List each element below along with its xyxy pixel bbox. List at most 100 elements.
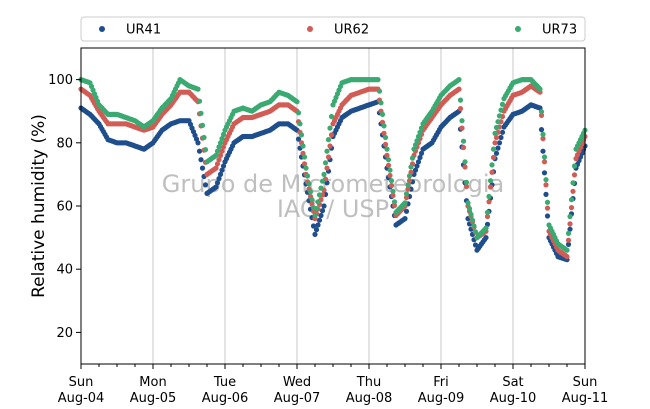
data-point: [319, 208, 326, 214]
data-point: [570, 188, 576, 194]
data-point: [543, 177, 549, 183]
data-point: [328, 113, 335, 120]
data-point: [456, 86, 462, 92]
legend-marker: [99, 26, 105, 32]
data-point: [216, 144, 222, 150]
data-point: [201, 134, 207, 141]
data-point: [406, 173, 413, 179]
x-tick-label-day: Thu: [356, 375, 381, 390]
data-point: [318, 185, 324, 191]
data-point: [220, 131, 227, 137]
data-point: [403, 195, 410, 201]
data-point: [492, 130, 498, 136]
data-point: [213, 184, 219, 190]
data-point: [198, 110, 204, 116]
data-point: [391, 202, 398, 209]
series-UR73: [78, 77, 588, 253]
data-point: [297, 121, 303, 127]
data-point: [463, 179, 470, 185]
data-point: [195, 86, 201, 92]
data-point: [493, 134, 500, 141]
data-point: [492, 140, 498, 146]
x-tick-label-day: Sun: [69, 375, 94, 390]
data-point: [540, 136, 546, 142]
data-point: [537, 86, 543, 92]
y-axis: 20 40 60 80 100: [48, 73, 81, 341]
data-point: [217, 140, 224, 146]
data-point: [385, 157, 392, 163]
data-point: [466, 206, 473, 212]
y-axis-label: Relative humidity (%): [29, 114, 49, 298]
data-point: [414, 138, 420, 144]
data-point: [457, 106, 464, 112]
data-point: [310, 223, 317, 229]
data-point: [538, 112, 545, 118]
x-tick-label-day: Wed: [283, 375, 311, 390]
data-point: [379, 111, 386, 117]
data-point: [213, 152, 219, 158]
data-point: [325, 137, 332, 143]
data-point: [460, 144, 467, 151]
data-point: [381, 130, 387, 136]
data-point: [391, 199, 398, 205]
data-point: [319, 178, 326, 184]
data-point: [490, 146, 497, 152]
data-point: [390, 188, 396, 194]
x-tick-label-day: Mon: [139, 375, 166, 390]
x-tick-label-date: Aug-05: [130, 391, 177, 406]
legend-marker: [307, 26, 313, 32]
data-point: [382, 141, 389, 147]
data-point: [328, 132, 335, 138]
data-point: [483, 235, 489, 241]
data-point: [315, 222, 321, 228]
data-point: [493, 124, 500, 131]
data-point: [195, 140, 201, 146]
data-point: [463, 183, 470, 190]
data-point: [381, 123, 387, 129]
data-point: [487, 178, 494, 184]
data-point: [469, 217, 476, 223]
data-point: [495, 145, 501, 151]
legend-box: [80, 16, 586, 42]
data-point: [220, 163, 227, 169]
legend-marker: [515, 26, 521, 32]
data-point: [460, 138, 467, 144]
data-point: [406, 178, 413, 184]
data-point: [202, 147, 209, 153]
legend: UR41 UR62 UR73: [80, 16, 586, 42]
data-point: [402, 216, 408, 222]
x-axis: SunAug-04MonAug-05TueAug-06WedAug-07ThuA…: [58, 364, 608, 406]
data-point: [199, 165, 206, 171]
data-point: [390, 192, 396, 199]
data-point: [541, 170, 548, 176]
data-point: [198, 157, 204, 163]
data-point: [304, 173, 311, 179]
data-point: [571, 163, 578, 169]
data-point: [309, 197, 315, 203]
data-point: [565, 241, 572, 247]
data-point: [408, 164, 414, 170]
x-tick-label-day: Tue: [213, 375, 236, 390]
data-point: [484, 213, 491, 220]
data-point: [538, 127, 545, 133]
data-point: [496, 113, 503, 119]
data-point: [196, 98, 203, 104]
data-point: [219, 148, 225, 154]
data-point: [541, 154, 548, 160]
x-tick-label-day: Fri: [433, 375, 449, 390]
x-tick-label-date: Aug-10: [490, 391, 537, 406]
data-point: [544, 205, 551, 211]
data-point: [567, 221, 573, 227]
x-tick-label-day: Sun: [573, 375, 598, 390]
x-tick-label-date: Aug-09: [418, 391, 465, 406]
data-point: [387, 167, 393, 173]
data-point: [324, 165, 330, 171]
data-point: [540, 148, 546, 154]
data-point: [418, 125, 425, 131]
data-point: [568, 197, 575, 203]
data-point: [313, 227, 320, 233]
data-point: [541, 159, 548, 165]
data-point: [465, 200, 471, 206]
x-tick-label-date: Aug-04: [58, 391, 105, 406]
